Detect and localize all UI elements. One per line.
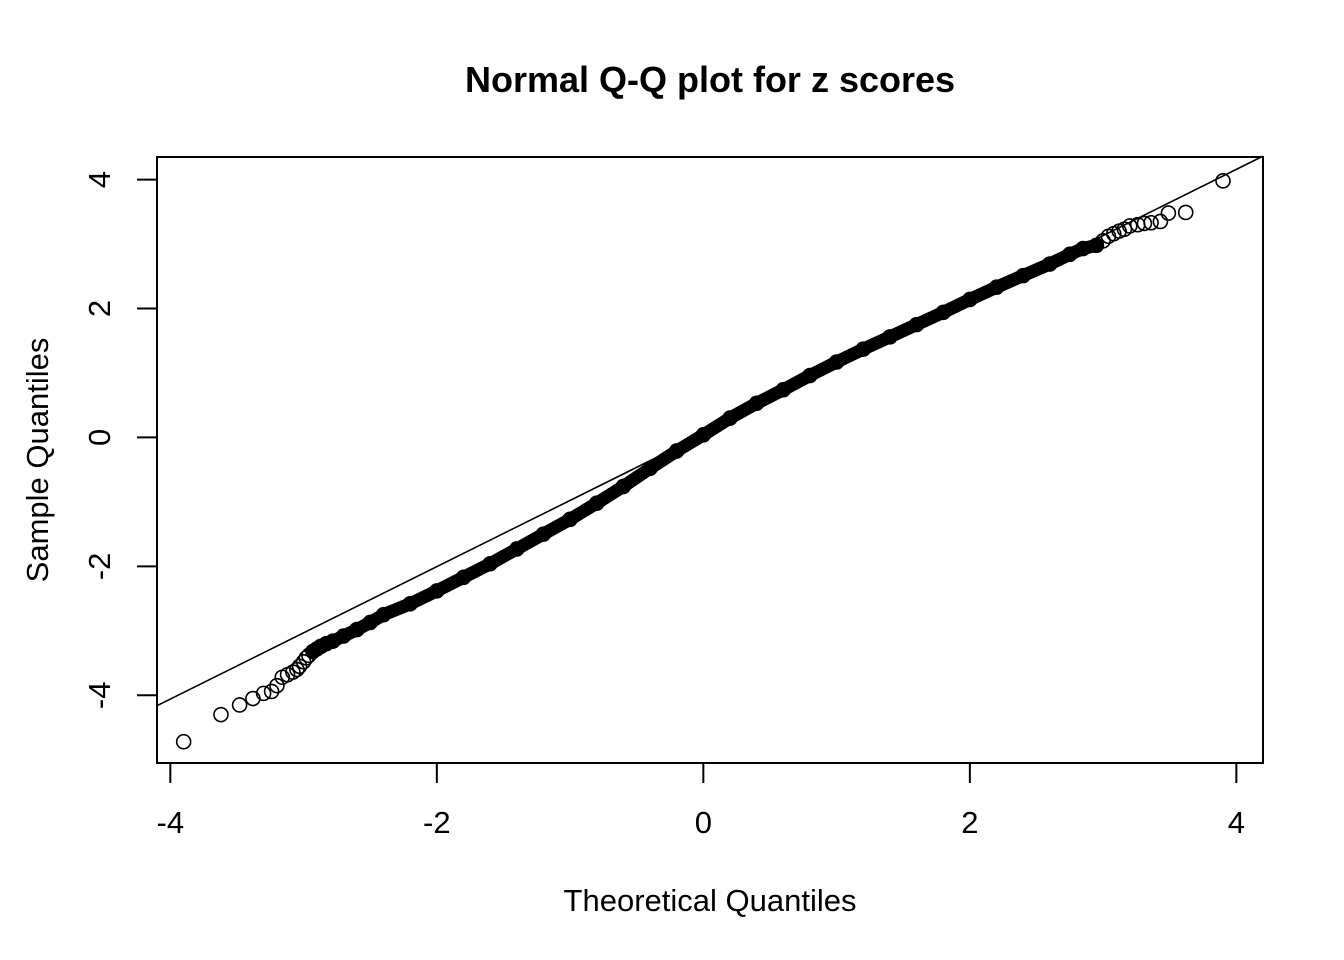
data-points [175,173,1231,750]
data-point [362,614,379,631]
data-point [695,427,712,443]
y-tick-label: 4 [82,171,117,188]
data-point [1015,267,1031,284]
data-point [882,329,898,345]
x-tick-label: 2 [961,805,978,840]
dense-point-band [306,238,1103,658]
data-point [775,381,792,398]
data-point [1095,233,1111,249]
data-point [482,555,498,572]
data-point [455,569,472,586]
data-point [642,460,658,477]
data-point [318,635,335,652]
data-point [305,643,321,660]
data-point [255,685,272,702]
data-point [309,641,325,657]
data-point [668,443,685,459]
y-tick-label: 0 [82,429,117,446]
data-point [1152,213,1169,230]
data-point [615,478,632,495]
data-point [175,733,192,750]
data-point [962,291,978,308]
data-point [213,706,229,723]
data-point [1160,205,1177,221]
data-point [748,395,765,412]
data-point [1061,246,1078,263]
chart-title: Normal Q-Q plot for z scores [465,59,955,100]
data-point [855,341,872,357]
x-tick-label: 0 [695,805,712,840]
data-point [535,526,552,542]
y-axis: -4 -2 0 2 4 [82,171,158,710]
data-point [1121,218,1138,234]
data-point [1215,173,1231,189]
y-tick-label: -2 [82,553,117,581]
data-point [508,541,525,557]
data-point [988,279,1005,296]
data-point [802,367,818,384]
data-point [588,495,605,511]
data-point [722,410,738,426]
data-point [935,304,951,321]
x-tick-label: -2 [423,805,451,840]
data-point [1143,214,1159,231]
data-point [335,628,352,644]
data-point [1041,256,1058,272]
data-point [1136,215,1153,232]
y-tick-label: -4 [82,682,117,710]
data-point [1177,204,1194,221]
x-tick-label: 4 [1228,805,1245,840]
data-point [908,316,925,333]
data-point [349,621,365,638]
data-point [429,583,445,599]
x-axis: -4 -2 0 2 4 [157,762,1245,840]
plot-area [156,155,1264,750]
data-point [375,606,392,623]
data-point [269,677,285,694]
data-point [562,511,578,528]
data-point [263,683,280,700]
data-point [231,697,248,713]
data-point [402,595,418,612]
x-tick-label: -4 [157,805,185,840]
x-axis-label: Theoretical Quantiles [564,883,857,918]
y-axis-label: Sample Quantiles [20,338,55,583]
data-point [828,354,845,370]
y-tick-label: 2 [82,300,117,317]
